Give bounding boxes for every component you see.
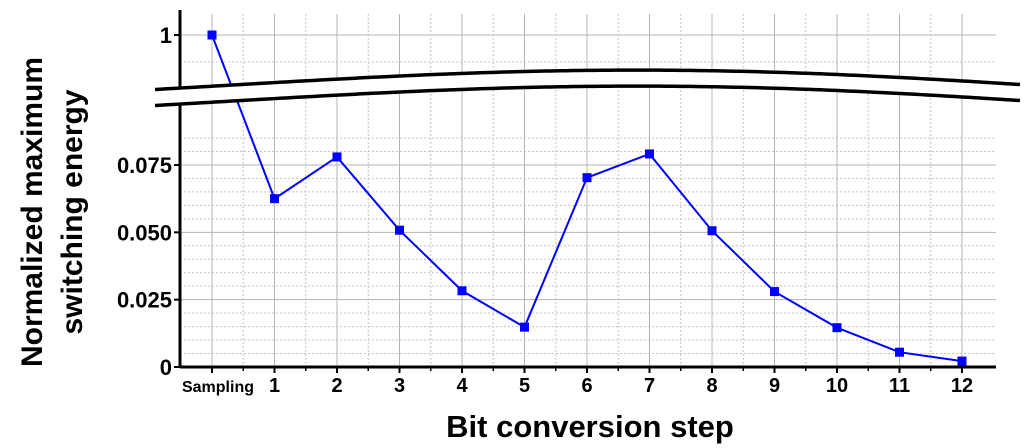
data-point — [520, 322, 529, 332]
x-tick-label: 6 — [581, 375, 592, 397]
y-axis-label-line-1: Normalized maximum — [16, 57, 49, 367]
series-layer — [207, 30, 967, 366]
break-line-upper — [154, 68, 1021, 92]
x-tick-label: 1 — [269, 375, 280, 397]
x-tick-label: 3 — [394, 375, 405, 397]
x-tick-label: 7 — [644, 375, 655, 397]
data-point — [332, 152, 342, 162]
data-point — [770, 287, 779, 297]
data-point — [957, 356, 967, 366]
y-tick-label: 0.075 — [117, 153, 172, 178]
data-point — [582, 173, 592, 183]
x-tick-label: 8 — [706, 375, 717, 397]
x-tick-label: 9 — [769, 375, 780, 397]
x-tick-label: 11 — [889, 375, 910, 397]
x-tick-label: 10 — [826, 375, 848, 397]
axis-break — [154, 68, 1021, 108]
y-tick-label: 0 — [160, 355, 172, 380]
break-band — [154, 70, 1021, 106]
data-point — [645, 149, 654, 159]
data-point — [457, 286, 467, 296]
x-tick-label: 2 — [331, 375, 342, 397]
data-point — [395, 225, 404, 235]
x-tick-label: 5 — [519, 375, 530, 397]
x-tick-label: 4 — [456, 375, 468, 397]
x-axis-label: Bit conversion step — [446, 409, 734, 444]
x-tick-label: Sampling — [182, 379, 254, 396]
data-point — [832, 323, 842, 333]
data-point — [895, 347, 904, 357]
label-layer: Bit conversion step Normalized maximum s… — [16, 57, 734, 444]
data-point — [707, 226, 717, 236]
data-point — [270, 194, 279, 204]
y-tick-label: 0.050 — [117, 220, 172, 245]
y-tick-label: 1 — [160, 23, 172, 48]
y-tick-label: 0.025 — [117, 288, 172, 313]
x-tick-label: 12 — [951, 375, 973, 397]
y-axis-label-line-2: switching energy — [56, 89, 89, 334]
data-point — [207, 30, 217, 40]
break-line-lower — [154, 84, 1021, 108]
grid-layer — [180, 14, 996, 367]
